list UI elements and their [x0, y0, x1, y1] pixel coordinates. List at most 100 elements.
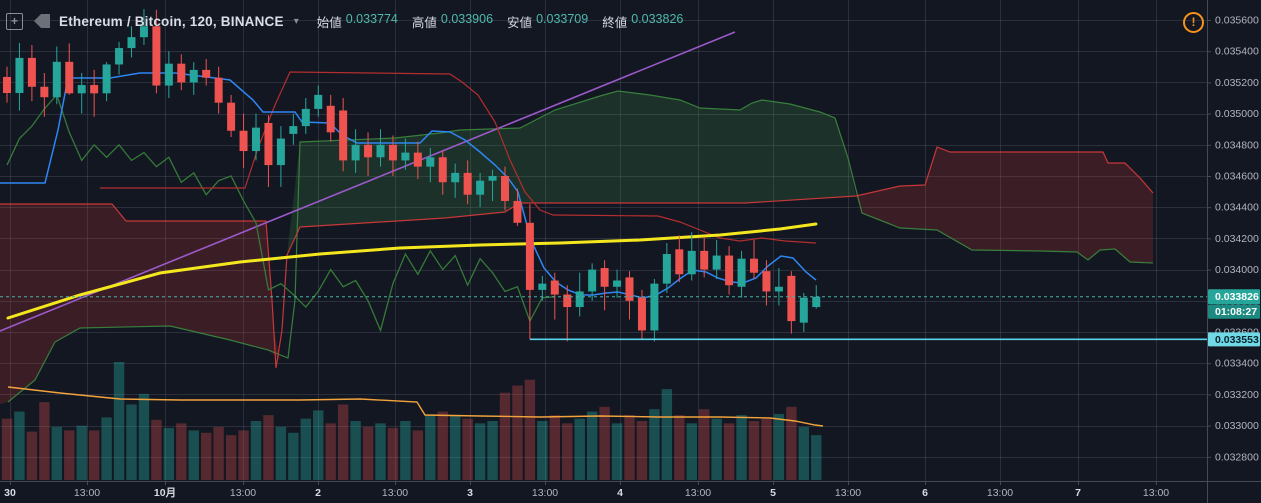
candle-body: [351, 144, 360, 161]
time-tick-label: 3: [467, 487, 473, 499]
volume-bar: [400, 421, 411, 480]
candle-body: [264, 122, 273, 166]
candle-body: [650, 283, 659, 331]
add-symbol-icon[interactable]: +: [6, 12, 23, 30]
volume-bar: [337, 404, 349, 480]
volume-bar: [14, 411, 25, 480]
chikou-span-line: [6, 93, 555, 333]
volume-series: [1, 362, 822, 480]
volume-bar: [250, 421, 262, 480]
candle-body: [115, 48, 124, 65]
volume-bar: [450, 415, 461, 480]
volume-bar: [811, 435, 822, 480]
volume-bar: [599, 406, 610, 480]
price-tick-label: 0.035000: [1215, 108, 1259, 120]
candle-body: [588, 269, 597, 292]
volume-bar: [425, 415, 436, 480]
volume-bar: [649, 409, 660, 480]
candle-body: [451, 172, 460, 183]
svg-text:01:08:27: 01:08:27: [1215, 306, 1257, 318]
candle-body: [252, 127, 260, 152]
svg-text:0.033826: 0.033826: [1215, 291, 1259, 303]
volume-bar: [674, 415, 685, 480]
trendline: [0, 31, 736, 332]
candle-body: [52, 61, 61, 98]
candle-body: [563, 294, 572, 308]
volume-bar: [300, 418, 311, 480]
senkou-b-line: [0, 146, 1154, 369]
candle-body: [364, 144, 373, 158]
volume-bar: [288, 432, 299, 480]
candle-body: [625, 277, 634, 301]
time-tick-label: 13:00: [532, 487, 558, 499]
symbol-title[interactable]: Ethereum / Bitcoin, 120, BINANCE: [59, 13, 284, 29]
volume-bar: [350, 421, 361, 480]
price-axis-badges: 0.033826 01:08:27 0.033553: [1208, 289, 1260, 347]
price-tick-label: 0.035400: [1215, 46, 1259, 58]
candle-body: [637, 297, 646, 331]
volume-bar: [225, 435, 237, 480]
candle-body: [314, 94, 323, 109]
candle-body: [15, 57, 24, 94]
candle-body: [77, 85, 86, 94]
collapse-arrow-icon[interactable]: [31, 13, 51, 29]
candle-body: [65, 61, 74, 94]
time-tick-label: 4: [617, 487, 623, 499]
volume-bar: [113, 362, 125, 480]
price-axis[interactable]: 0.035600 0.035400 0.035200 0.035000 0.034800…: [1207, 0, 1261, 503]
volume-bar: [51, 426, 62, 480]
alert-icon[interactable]: !: [1183, 12, 1204, 33]
volume-bar: [387, 428, 399, 480]
candle-body: [326, 105, 335, 133]
price-tick-label: 0.034400: [1215, 202, 1259, 214]
svg-text:0.033553: 0.033553: [1215, 334, 1259, 346]
volume-bar: [711, 418, 722, 480]
moving-average-yellow: [6, 222, 818, 320]
candle-body: [90, 85, 99, 94]
candle-body: [289, 126, 298, 134]
volume-ma-line: [7, 386, 824, 427]
volume-bar: [786, 406, 797, 480]
volume-bar: [151, 419, 162, 480]
volume-bar: [736, 415, 747, 480]
volume-bar: [437, 411, 448, 480]
candle-body: [401, 152, 410, 161]
time-tick-label: 2: [315, 487, 321, 499]
time-axis[interactable]: 30 13:00 10月 13:00 2 13:00 3 13:00 4 13:00 5 13:00 6…: [0, 481, 1261, 499]
time-tick-label: 5: [770, 487, 776, 499]
volume-bar: [76, 425, 87, 480]
kijun-line: [100, 71, 817, 244]
volume-bar: [487, 421, 498, 480]
candle-body: [476, 180, 485, 195]
candle-body: [276, 138, 285, 166]
volume-bar: [773, 413, 785, 480]
volume-bar: [562, 423, 573, 480]
candle-body: [488, 176, 497, 181]
volume-bar: [474, 423, 486, 480]
time-tick-label: 13:00: [230, 487, 256, 499]
volume-bar: [624, 415, 635, 480]
candle-body: [413, 152, 422, 167]
price-tick-label: 0.035200: [1215, 77, 1259, 89]
volume-bar: [798, 426, 809, 480]
volume-bar: [661, 389, 673, 480]
candle-body: [538, 283, 547, 290]
candle-body: [152, 26, 161, 86]
time-tick-label: 30: [4, 487, 16, 499]
candle-body: [687, 250, 696, 275]
price-tick-label: 0.034600: [1215, 171, 1259, 183]
senkou-a-line: [7, 90, 1154, 403]
candle-body: [787, 275, 796, 322]
volume-bar: [325, 423, 336, 480]
chevron-down-icon[interactable]: ▾: [293, 15, 299, 27]
volume-bar: [412, 430, 424, 480]
candle-body: [27, 57, 36, 87]
volume-bar: [375, 423, 386, 480]
bearish-cloud-right: [856, 147, 1153, 263]
indicator-lines: [0, 31, 824, 427]
candle-body: [799, 297, 808, 323]
volume-bar: [188, 430, 199, 480]
volume-bar: [362, 426, 374, 480]
volume-bar: [101, 417, 112, 480]
